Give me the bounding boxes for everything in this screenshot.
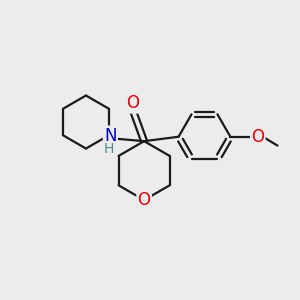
Text: O: O xyxy=(138,191,151,209)
Text: O: O xyxy=(251,128,264,146)
Text: N: N xyxy=(104,127,117,145)
Text: H: H xyxy=(104,142,114,156)
Text: O: O xyxy=(127,94,140,112)
